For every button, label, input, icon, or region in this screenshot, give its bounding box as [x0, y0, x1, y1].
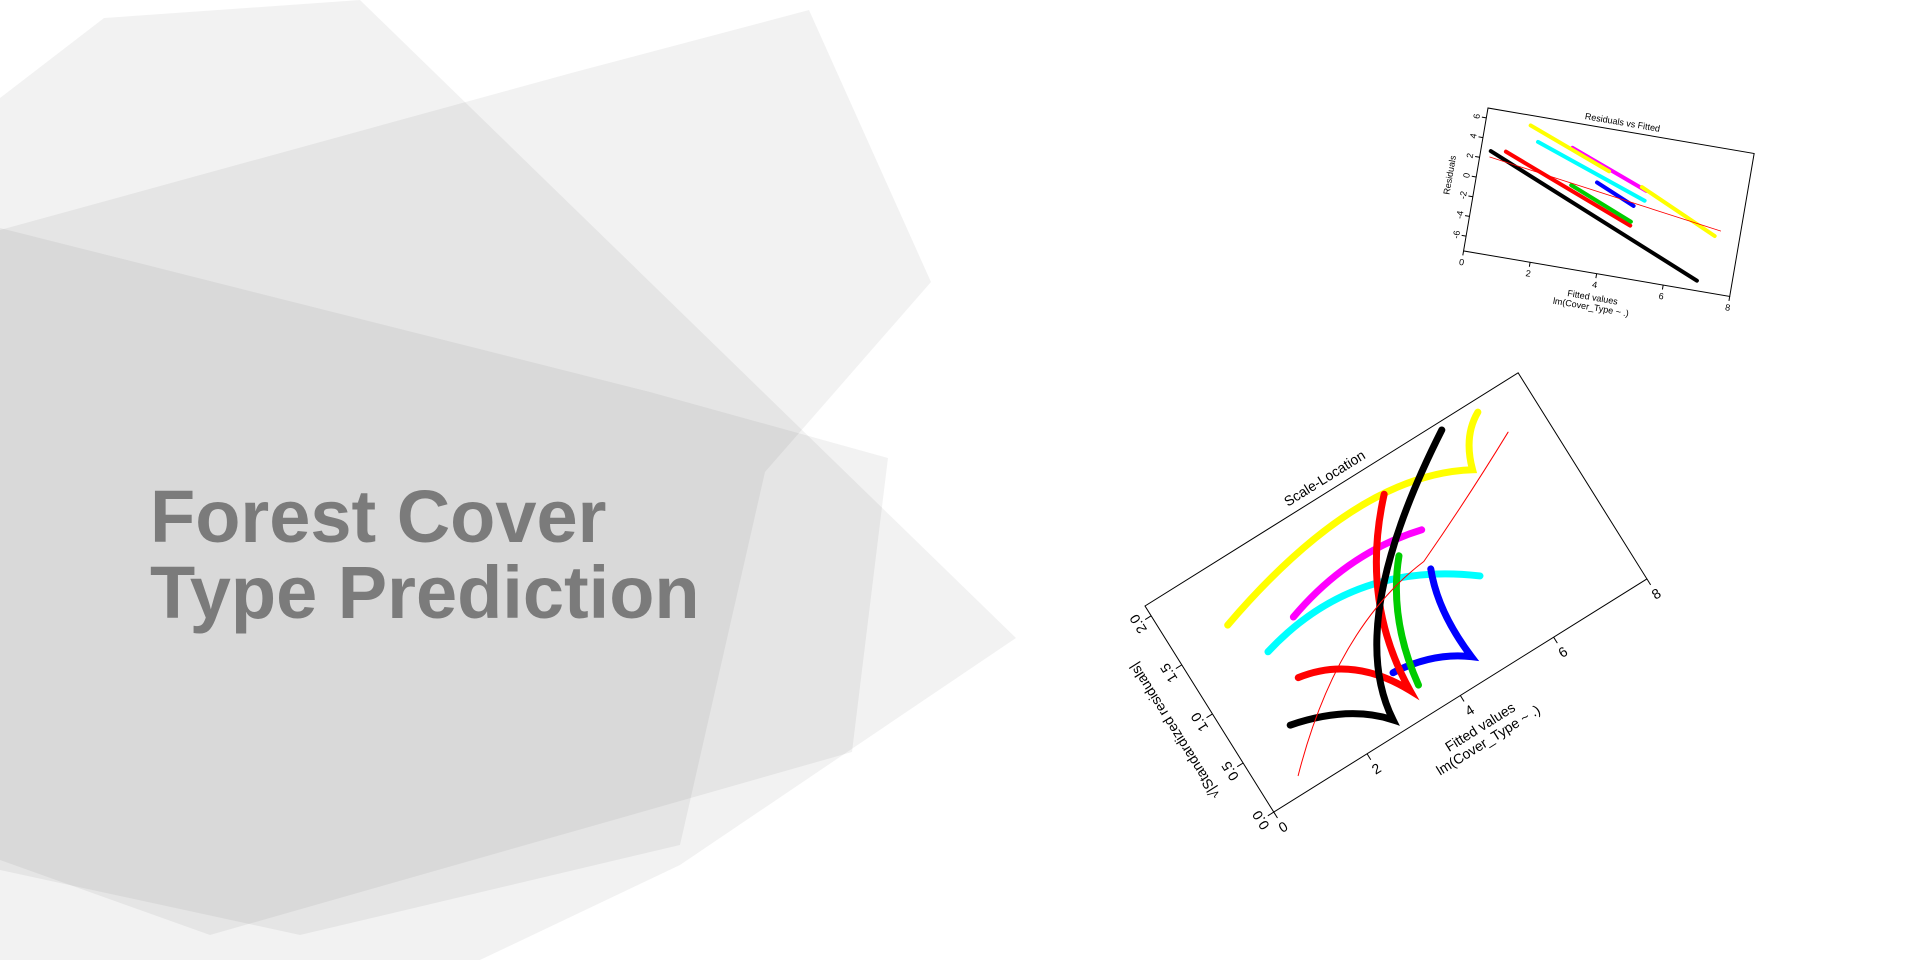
x-tick — [1661, 284, 1664, 290]
x-tick — [1273, 811, 1278, 819]
axes: 024680.00.51.01.52.0Scale-LocationFitted… — [1126, 447, 1664, 836]
scale-location-plot: 024680.00.51.01.52.0Scale-LocationFitted… — [1126, 372, 1664, 836]
y-tick — [1478, 136, 1484, 139]
background-shapes — [0, 0, 1016, 960]
y-tick-label: -2 — [1458, 190, 1469, 200]
x-tick-label: 0 — [1458, 257, 1465, 268]
x-tick-label: 6 — [1555, 643, 1570, 661]
y-tick-label: -6 — [1451, 230, 1462, 240]
y-tick — [1267, 811, 1275, 817]
point-bands — [1224, 408, 1509, 777]
plot-frame — [1462, 107, 1755, 297]
y-tick-label: 2 — [1465, 152, 1476, 159]
y-tick-label: -4 — [1454, 210, 1465, 220]
y-tick — [1481, 116, 1487, 119]
x-tick — [1553, 636, 1558, 644]
y-tick — [1468, 195, 1473, 198]
y-tick — [1175, 664, 1183, 670]
x-tick-label: 4 — [1462, 701, 1477, 719]
plot-title: Scale-Location — [1281, 447, 1368, 510]
y-tick-label: 6 — [1471, 113, 1482, 120]
x-tick — [1646, 578, 1652, 586]
x-tick-label: 0 — [1275, 818, 1290, 836]
plot-title: Residuals vs Fitted — [1584, 111, 1661, 134]
y-tick-label: 1.0 — [1187, 709, 1211, 734]
y-tick — [1461, 234, 1467, 237]
y-tick — [1475, 156, 1480, 158]
y-tick — [1471, 175, 1477, 178]
x-tick-label: 8 — [1649, 585, 1664, 603]
x-tick — [1462, 250, 1465, 256]
x-tick — [1459, 695, 1465, 702]
x-tick-label: 2 — [1369, 760, 1384, 778]
x-tick-label: 4 — [1591, 280, 1598, 291]
y-axis-label: Residuals — [1442, 154, 1459, 195]
x-tick-label: 8 — [1724, 302, 1731, 313]
point-bands — [1488, 123, 1722, 283]
x-tick — [1528, 262, 1531, 267]
bg-shape — [0, 0, 1016, 960]
y-tick-label: 0.5 — [1218, 759, 1242, 784]
y-tick-label: 0 — [1461, 172, 1472, 179]
y-tick-label: 2.0 — [1126, 611, 1150, 636]
y-tick — [1144, 615, 1152, 620]
bg-shape — [0, 10, 931, 935]
x-tick-label: 2 — [1525, 268, 1532, 279]
x-tick — [1366, 753, 1372, 760]
bg-shape — [0, 228, 888, 935]
y-tick-label: 0.0 — [1249, 808, 1273, 833]
x-tick — [1595, 273, 1598, 279]
y-tick-label: 1.5 — [1157, 660, 1181, 685]
x-tick-label: 6 — [1658, 291, 1665, 302]
y-tick-label: 4 — [1468, 133, 1479, 140]
y-tick — [1206, 713, 1213, 719]
title-line: Forest Cover — [150, 475, 606, 558]
y-tick — [1464, 215, 1470, 217]
title-line: Type Prediction — [150, 551, 700, 634]
y-tick — [1236, 762, 1244, 768]
x-tick — [1728, 296, 1731, 301]
